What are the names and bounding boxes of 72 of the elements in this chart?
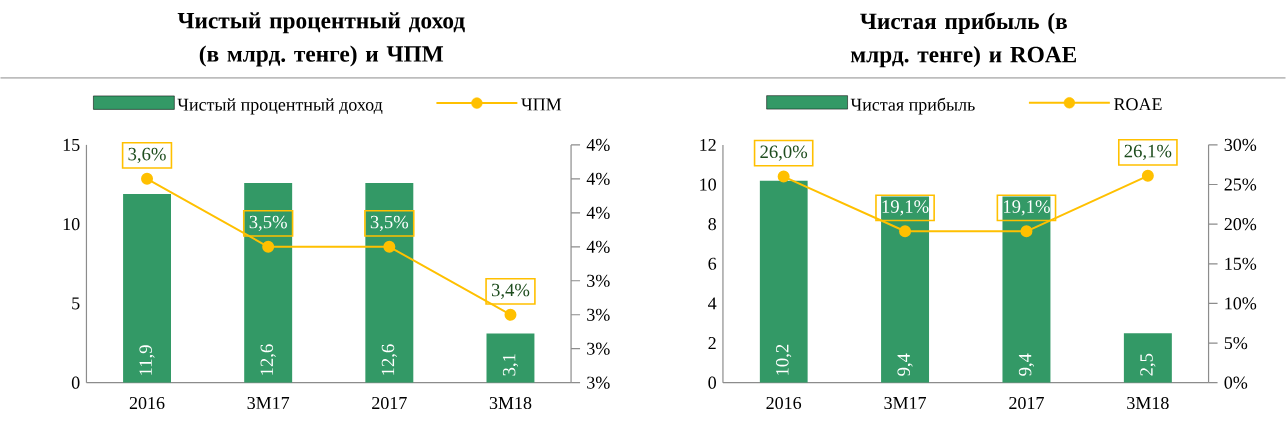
y2-tick-label: 4% bbox=[586, 172, 610, 186]
y-tick-label: 6 bbox=[708, 257, 717, 270]
data-label: 3,5% bbox=[370, 215, 409, 232]
y2-tick-label: 10% bbox=[1225, 297, 1257, 310]
y-tick-label: 8 bbox=[708, 218, 717, 231]
bar bbox=[1123, 333, 1172, 383]
x-tick-label: 3M17 bbox=[884, 397, 927, 410]
bar bbox=[486, 333, 535, 383]
chart-title: Чистый процентный доход (в млрд. тенге) и ЧПМ bbox=[177, 12, 465, 67]
legend-label: Чистая прибыль bbox=[850, 97, 975, 115]
data-label: 11,9 bbox=[139, 345, 155, 375]
data-label: 3,1 bbox=[502, 354, 519, 376]
legend-label: ROAE bbox=[1114, 98, 1162, 111]
point bbox=[383, 240, 396, 253]
y2-tick-label: 3% bbox=[587, 308, 610, 322]
y2-tick-label: 3% bbox=[587, 274, 610, 288]
data-label: 3,4% bbox=[491, 283, 530, 300]
y-tick-label: 0 bbox=[708, 376, 717, 389]
data-label: 9,4 bbox=[1018, 353, 1035, 376]
y-tick-label: 4 bbox=[708, 297, 717, 310]
bar bbox=[365, 183, 414, 383]
y-tick-label: 12 bbox=[700, 139, 716, 152]
x-tick-label: 2017 bbox=[372, 397, 407, 410]
data-label: 3,5% bbox=[249, 215, 287, 232]
y-tick-label: 15 bbox=[63, 139, 80, 152]
data-label: 10,2 bbox=[776, 344, 792, 375]
y2-tick-label: 0% bbox=[1224, 376, 1248, 389]
y-tick-label: 5 bbox=[72, 297, 80, 310]
point bbox=[1020, 225, 1033, 238]
bar bbox=[881, 196, 930, 383]
data-label: 12,6 bbox=[381, 344, 397, 375]
x-tick-label: 2016 bbox=[766, 397, 802, 410]
legend-label: ЧПМ bbox=[521, 98, 562, 111]
y2-tick-label: 30% bbox=[1224, 138, 1257, 152]
x-tick-label: 2017 bbox=[1009, 397, 1044, 410]
bar bbox=[759, 180, 808, 383]
bar bbox=[244, 183, 293, 383]
y-tick-label: 0 bbox=[71, 376, 80, 389]
data-label: 26,0% bbox=[760, 145, 808, 161]
y2-tick-label: 4% bbox=[586, 206, 610, 220]
point bbox=[141, 173, 154, 186]
data-label: 19,1% bbox=[882, 200, 929, 216]
y2-tick-label: 25% bbox=[1224, 178, 1257, 191]
x-tick-label: 3M18 bbox=[489, 397, 532, 410]
data-label: 3,6% bbox=[128, 147, 166, 164]
y2-tick-label: 5% bbox=[1224, 337, 1248, 350]
data-label: 19,1% bbox=[1004, 200, 1050, 216]
y-tick-label: 10 bbox=[63, 218, 80, 231]
x-tick-label: 3M17 bbox=[247, 397, 290, 410]
x-tick-label: 3M18 bbox=[1127, 397, 1169, 410]
y2-tick-label: 3% bbox=[587, 342, 610, 355]
point bbox=[777, 170, 790, 183]
data-label: 12,6 bbox=[260, 344, 276, 375]
data-label: 2,5 bbox=[1140, 354, 1156, 376]
y2-tick-label: 20% bbox=[1224, 218, 1257, 231]
y2-tick-label: 4% bbox=[586, 138, 610, 152]
y-tick-label: 10 bbox=[700, 178, 717, 191]
bar bbox=[123, 194, 171, 383]
x-tick-label: 2016 bbox=[129, 397, 165, 410]
chart-title: Чистая прибыль (в млрд. тенге) и ROAE bbox=[850, 12, 1077, 68]
y2-tick-label: 3% bbox=[587, 376, 610, 389]
bar bbox=[1002, 196, 1051, 383]
point bbox=[504, 308, 517, 321]
y-tick-label: 2 bbox=[708, 337, 716, 350]
y2-tick-label: 15% bbox=[1225, 257, 1257, 271]
legend-label: Чистый процентный доход bbox=[177, 98, 383, 115]
data-label: 26,1% bbox=[1124, 144, 1172, 161]
y2-tick-label: 4% bbox=[586, 240, 610, 254]
point bbox=[1141, 169, 1154, 182]
point bbox=[899, 225, 912, 238]
data-label: 9,4 bbox=[897, 353, 913, 376]
point bbox=[262, 240, 275, 253]
